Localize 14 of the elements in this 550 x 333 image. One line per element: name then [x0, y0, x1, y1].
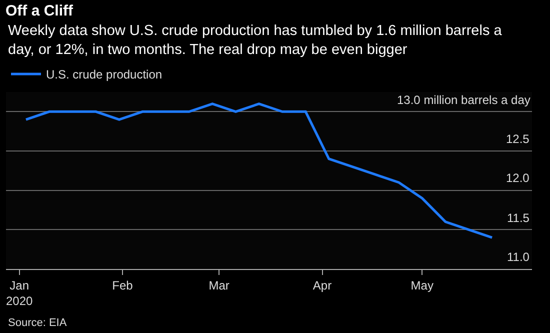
x-tick-label: May [410, 278, 434, 292]
y-tick-label: 11.5 [507, 211, 530, 225]
y-tick-label: 13.0 million barrels a day [397, 93, 530, 107]
legend-label: U.S. crude production [46, 68, 162, 82]
x-tick-label: Apr [312, 278, 332, 292]
y-tick-label: 11.0 [507, 250, 530, 264]
y-tick-label: 12.0 [506, 171, 530, 185]
chart-title: Off a Cliff [6, 2, 74, 20]
x-tick-label: Jan 2020 [6, 278, 33, 308]
source-note: Source: EIA [8, 317, 68, 329]
y-tick-label: 12.5 [506, 132, 530, 146]
x-tick-label: Feb [112, 278, 134, 292]
x-tick-label: Mar [208, 278, 230, 292]
chart-subtitle: Weekly data show U.S. crude production has tumbled by 1.6 million barrels a day, or 12%, in two months. The real drop may be even bigger [8, 23, 503, 58]
